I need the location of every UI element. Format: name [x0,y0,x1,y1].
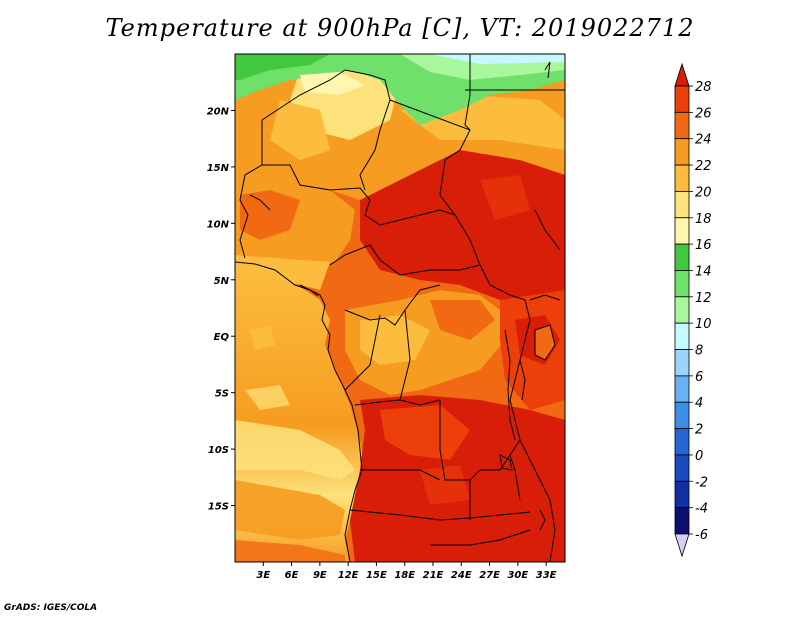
colorbar-label: 0 [695,449,703,464]
colorbar-label: 6 [695,370,703,385]
colorbar-box [674,243,690,271]
lon-label: 27E [479,570,500,581]
colorbar-label: 22 [695,159,712,174]
colorbar-box [674,349,690,377]
colorbar-box [674,191,690,219]
colorbar-label: 10 [695,317,712,332]
lon-label: 30E [507,570,528,581]
lat-label: 5N [214,276,230,287]
lat-label: 5S [215,389,229,400]
colorbar-box [674,454,690,482]
colorbar-box [674,85,690,113]
temperature-field [235,54,565,562]
lat-label: 15N [207,163,230,174]
colorbar-label: 26 [695,106,712,121]
colorbar-box [674,428,690,456]
country-borders [235,54,565,562]
colorbar-top-arrow [674,62,690,87]
colorbar-box [674,138,690,166]
colorbar-label: 8 [695,344,703,359]
lat-label: 10N [207,219,230,230]
colorbar-box [674,270,690,298]
lon-label: 9E [313,570,327,581]
lon-label: 33E [536,570,557,581]
lat-label: 20N [207,106,230,117]
colorbar-box [674,507,690,535]
colorbar-label: 4 [695,396,703,411]
colorbar-label: 2 [695,423,703,438]
lat-label: EQ [214,332,230,343]
colorbar-box [674,111,690,140]
lon-label: 24E [451,570,472,581]
colorbar-box [674,217,690,245]
lat-label: 10S [208,445,229,456]
colorbar-label: -4 [695,502,708,517]
lon-label: 18E [394,570,415,581]
colorbar-label: 14 [695,264,712,279]
lon-label: 15E [366,570,387,581]
colorbar-label: -2 [695,475,708,490]
colorbar-box [674,322,690,350]
latitude-axis: 20N 15N 10N 5N EQ 5S 10S 15S [207,106,235,513]
lon-label: 12E [338,570,359,581]
lon-label: 21E [423,570,444,581]
colorbar-label: 24 [695,133,712,148]
lat-label: 15S [208,502,229,513]
lon-label: 6E [285,570,299,581]
lon-label: 3E [256,570,270,581]
colorbar-box [674,401,690,429]
colorbar-label: 12 [695,291,712,306]
colorbar-label: 28 [695,80,712,95]
colorbar-label: 18 [695,212,712,227]
colorbar-label: 16 [695,238,712,253]
colorbar-bottom-arrow [674,533,690,558]
colorbar-box [674,480,690,509]
colorbar-box [674,375,690,403]
colorbar-box [674,296,690,324]
map-title: Temperature at 900hPa [C], VT: 201902271… [105,14,695,42]
colorbar-label: 20 [695,185,712,200]
grads-credit: GrADS: IGES/COLA [4,603,98,613]
map-frame [234,53,566,563]
colorbar-box [674,164,690,192]
longitude-axis: 3E 6E 9E 12E 15E 18E 21E 24E 27E 30E 33E [256,562,557,581]
colorbar-label: -6 [695,528,708,543]
